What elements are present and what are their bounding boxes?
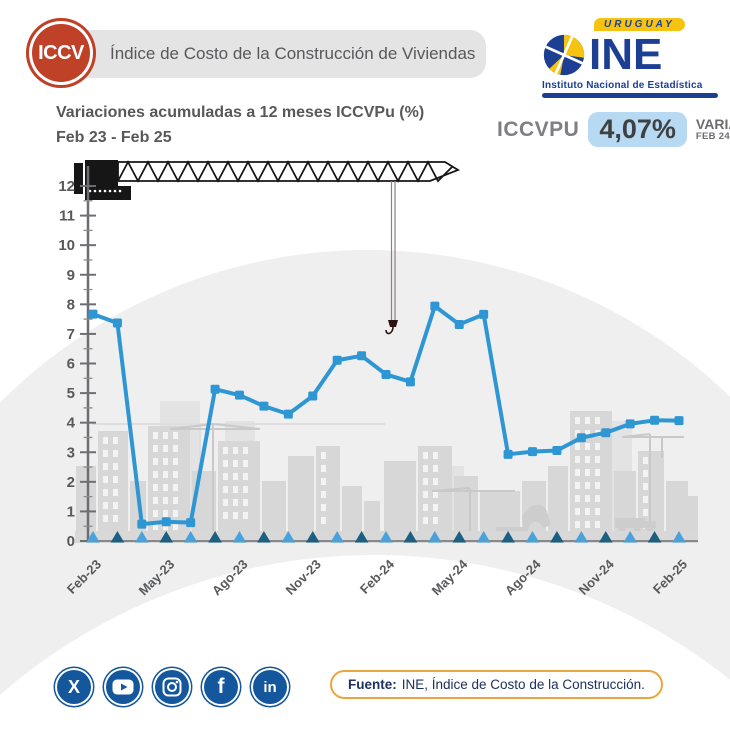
youtube-icon xyxy=(112,679,134,695)
iccv-logo-text: ICCV xyxy=(38,41,84,64)
page-title: Índice de Costo de la Construcción de Vi… xyxy=(110,44,476,63)
ine-logo: URUGUAY INE Instituto Nacional de Estadí… xyxy=(542,14,718,98)
svg-text:4: 4 xyxy=(67,415,76,432)
crane-cable xyxy=(390,181,396,320)
ine-country-label: URUGUAY xyxy=(594,18,685,31)
x-twitter-button[interactable]: X xyxy=(55,668,93,706)
source-note: Fuente: INE, Índice de Costo de la Constr… xyxy=(330,670,663,699)
source-text: INE, Índice de Costo de la Construcción. xyxy=(401,677,645,692)
ine-acronym: INE xyxy=(589,30,663,80)
facebook-icon: f xyxy=(217,675,225,698)
svg-text:5: 5 xyxy=(67,385,75,402)
svg-text:6: 6 xyxy=(67,356,75,373)
svg-text:10: 10 xyxy=(58,237,75,254)
svg-text:0: 0 xyxy=(67,533,75,550)
chart-title-line1: Variaciones acumuladas a 12 meses ICCVPu… xyxy=(56,104,425,121)
ine-underline-bar xyxy=(542,93,718,98)
city-skyline-illustration xyxy=(75,401,698,543)
chart-title: Variaciones acumuladas a 12 meses ICCVPu… xyxy=(56,101,486,151)
truck-icon xyxy=(615,518,656,533)
svg-text:3: 3 xyxy=(67,444,75,461)
iccv-logo: ICCV xyxy=(26,18,96,88)
stat-label: ICCVPU xyxy=(497,117,580,141)
stat-value-badge: 4,07% xyxy=(588,112,687,147)
social-links: X f in xyxy=(55,668,289,706)
svg-text:2: 2 xyxy=(67,474,75,491)
stat-caption-variation: VARIACIÓN xyxy=(695,115,730,132)
svg-text:8: 8 xyxy=(67,296,75,313)
linkedin-button[interactable]: in xyxy=(251,668,289,706)
header-title-pill: Índice de Costo de la Construcción de Vi… xyxy=(58,30,486,78)
tower-crane-illustration xyxy=(74,160,461,335)
ine-institute-name: Instituto Nacional de Estadística xyxy=(542,80,703,91)
x-twitter-icon: X xyxy=(67,676,80,697)
svg-text:11: 11 xyxy=(59,208,75,225)
youtube-button[interactable] xyxy=(104,668,142,706)
ine-globe-icon xyxy=(543,34,585,76)
svg-text:7: 7 xyxy=(67,326,75,343)
facebook-button[interactable]: f xyxy=(202,668,240,706)
linkedin-icon: in xyxy=(263,678,277,696)
excavator-icon xyxy=(496,504,551,538)
source-label: Fuente: xyxy=(348,677,397,692)
variation-stat: ICCVPU 4,07% VARIACIÓN FEB 24 / FEB 25 xyxy=(497,112,730,147)
svg-text:1: 1 xyxy=(67,503,75,520)
svg-text:9: 9 xyxy=(67,267,75,284)
instagram-button[interactable] xyxy=(153,668,191,706)
crane-hook-icon xyxy=(385,320,398,335)
svg-text:12: 12 xyxy=(58,178,75,195)
stat-caption-period: FEB 24 / FEB 25 xyxy=(695,131,730,143)
instagram-icon xyxy=(162,677,182,697)
chart-title-line2: Feb 23 - Feb 25 xyxy=(56,128,172,146)
